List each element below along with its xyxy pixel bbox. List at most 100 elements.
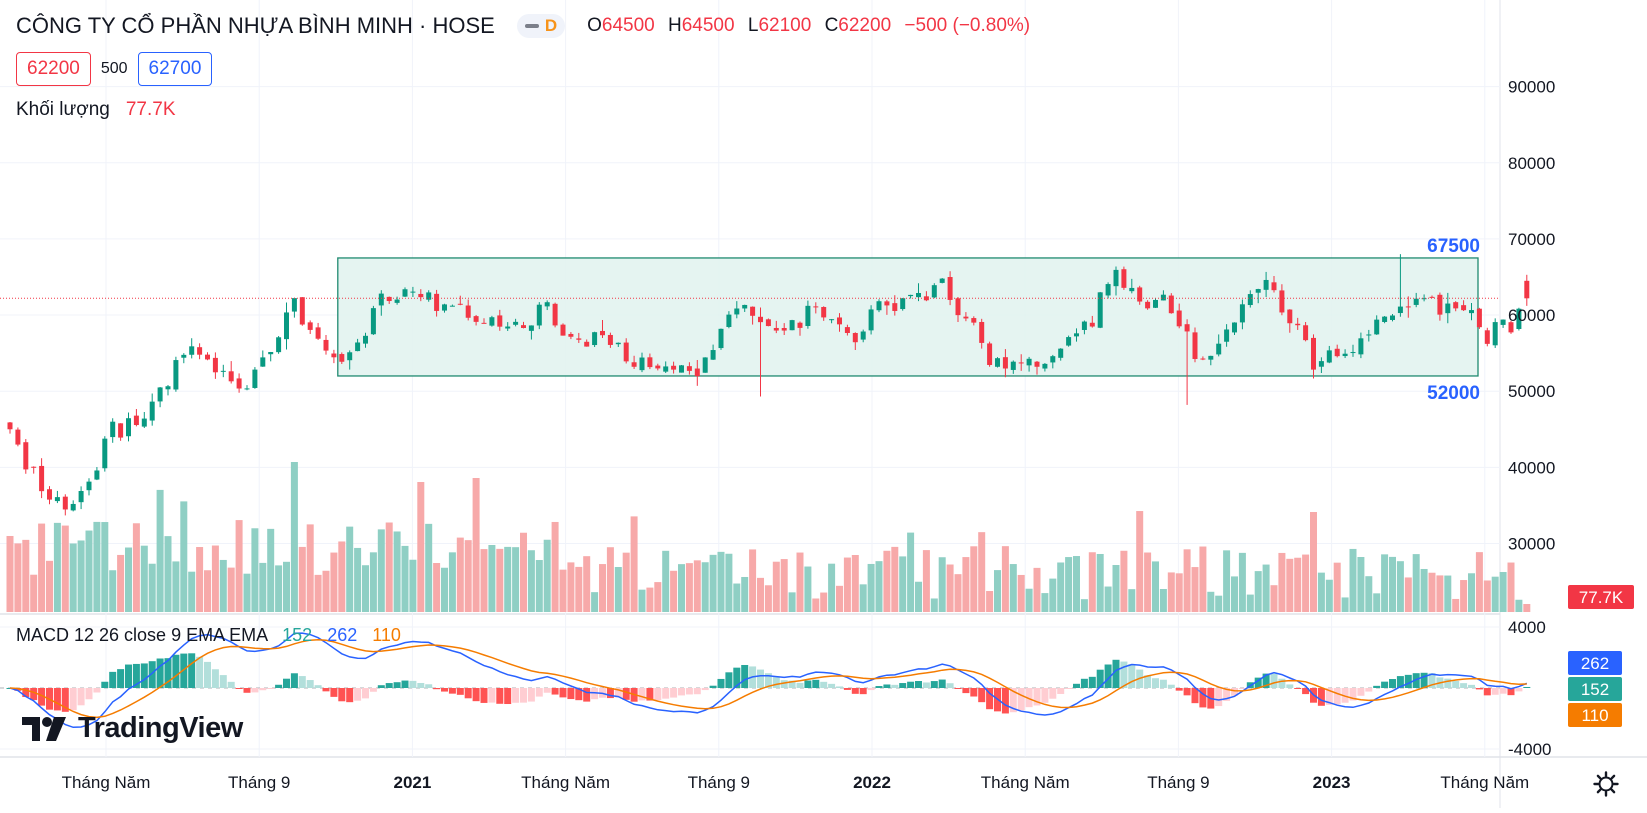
macd-label: MACD 12 26 close 9 EMA EMA — [16, 625, 268, 645]
open-value: 64500 — [601, 15, 655, 36]
volume-bar — [1017, 574, 1025, 612]
volume-bar — [788, 592, 796, 612]
macd-hist-bar — [820, 681, 828, 688]
macd-hist-bar — [1183, 688, 1191, 696]
macd-hist-bar — [480, 688, 488, 703]
interval-pill[interactable]: D — [516, 14, 566, 38]
volume-legend[interactable]: Khối lượng 77.7K — [16, 99, 176, 121]
volume-bar — [1373, 593, 1381, 612]
macd-hist-bar — [1262, 673, 1270, 688]
volume-bar — [1396, 561, 1404, 612]
volume-bar — [1436, 575, 1444, 612]
volume-bar — [196, 547, 204, 612]
candle-body — [1453, 302, 1459, 309]
candle-body — [765, 319, 771, 327]
candle-body — [331, 353, 337, 358]
volume-bar — [678, 564, 685, 612]
candle-body — [584, 341, 590, 347]
gear-icon[interactable] — [1592, 770, 1620, 798]
volume-bar — [1270, 585, 1278, 612]
candle-body — [679, 365, 684, 373]
candle-body — [284, 312, 289, 340]
volume-bar — [30, 574, 38, 612]
macd-hist-bar — [614, 688, 622, 698]
macd-line-tag — [1568, 651, 1622, 675]
volume-bar — [354, 547, 362, 612]
volume-bar — [1009, 564, 1017, 612]
macd-hist-bar — [1231, 688, 1238, 696]
time-tick-label: 2022 — [853, 773, 891, 792]
volume-bar — [1523, 604, 1531, 612]
candle-body — [1255, 289, 1261, 293]
candle-body — [852, 333, 858, 343]
macd-hist-bar — [488, 688, 496, 703]
candle-body — [939, 278, 945, 283]
macd-hist-bar — [828, 683, 836, 688]
macd-hist-bar — [30, 688, 38, 701]
buy-price-button[interactable]: 62700 — [137, 52, 213, 86]
candle-body — [947, 277, 953, 300]
volume-bar — [480, 549, 488, 612]
volume-bar — [1112, 565, 1120, 612]
volume-bar — [591, 592, 599, 612]
candle-body — [1066, 337, 1072, 346]
candle-body — [1295, 323, 1301, 326]
candle-body — [987, 343, 993, 365]
high-label: H — [668, 15, 682, 36]
macd-hist-bar — [1317, 688, 1325, 706]
interval-label: D — [544, 16, 558, 35]
volume-bars — [6, 462, 1531, 612]
macd-hist-bar — [22, 688, 30, 698]
symbol-title[interactable]: CÔNG TY CỔ PHẦN NHỰA BÌNH MINH · HOSE — [16, 13, 495, 38]
macd-legend[interactable]: MACD 12 26 close 9 EMA EMA 152 262 110 — [16, 625, 401, 646]
volume-bar — [322, 570, 330, 612]
macd-hist-bar — [504, 688, 512, 705]
volume-bar — [472, 478, 480, 612]
volume-bar — [938, 557, 946, 612]
volume-bar — [551, 521, 559, 612]
candle-body — [916, 293, 921, 298]
macd-hist-bar — [527, 688, 535, 702]
volume-last-tag — [1568, 585, 1634, 609]
volume-bar — [1491, 576, 1499, 612]
tradingview-logo-icon — [22, 716, 66, 741]
volume-bar — [867, 563, 875, 612]
volume-bar — [1231, 576, 1238, 612]
candle-body — [1026, 358, 1032, 366]
macd-hist-bar — [1302, 688, 1310, 695]
volume-bar — [204, 570, 211, 612]
tradingview-logo[interactable]: TradingView — [22, 712, 243, 745]
candle-body — [623, 342, 629, 362]
volume-bar — [38, 523, 46, 612]
candle-body — [497, 315, 503, 327]
candle-body — [1200, 358, 1206, 360]
candle-body — [1350, 352, 1356, 354]
macd-hist-bar — [1389, 679, 1396, 688]
volume-bar — [891, 546, 899, 612]
volume-bar — [630, 516, 638, 612]
volume-bar — [1096, 553, 1104, 612]
macd-hist-bar — [804, 680, 812, 688]
macd-hist-bar — [1120, 661, 1128, 688]
volume-bar — [259, 562, 267, 612]
macd-hist-bar — [125, 664, 132, 688]
macd-hist-bar — [1515, 688, 1523, 692]
volume-bar — [1349, 548, 1357, 612]
macd-hist-bar — [1033, 688, 1041, 706]
sell-price-button[interactable]: 62200 — [16, 52, 91, 86]
volume-bar — [1428, 572, 1436, 612]
candle-body — [1461, 305, 1467, 311]
macd-hist-bar — [464, 688, 472, 699]
macd-hist-bar — [433, 688, 441, 690]
volume-bar — [883, 550, 891, 612]
volume-bar — [733, 583, 741, 612]
candle-body — [892, 303, 898, 311]
volume-bar — [330, 552, 338, 612]
macd-hist-bar — [1001, 688, 1009, 714]
price-tick-label: 70000 — [1508, 230, 1555, 249]
candle-body — [844, 327, 850, 333]
macd-hist-bar — [875, 686, 883, 688]
volume-bar — [583, 556, 591, 612]
